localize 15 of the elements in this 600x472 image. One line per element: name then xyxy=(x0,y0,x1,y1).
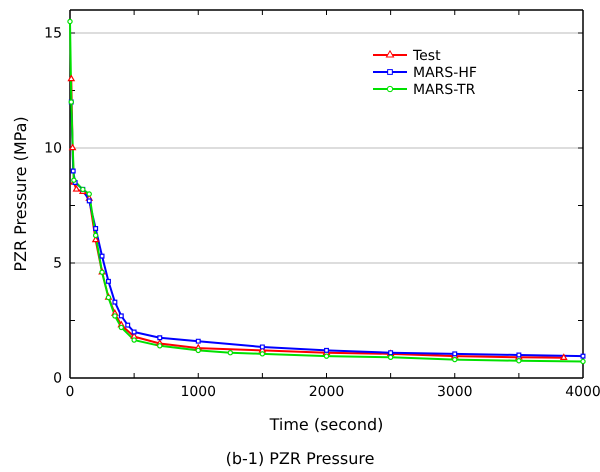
legend-label: Test xyxy=(412,48,442,64)
y-tick-label: 0 xyxy=(53,370,62,386)
y-tick-label: 15 xyxy=(44,25,62,42)
x-tick-label: 0 xyxy=(66,384,74,400)
x-tick-label: 2000 xyxy=(308,384,344,400)
legend-label: MARS-HF xyxy=(413,65,477,81)
x-tick-label: 1000 xyxy=(180,384,216,400)
x-axis-title: Time (second) xyxy=(268,415,384,434)
x-tick-label: 3000 xyxy=(436,384,473,400)
x-tick-label: 4000 xyxy=(565,384,600,400)
y-axis-title: PZR Pressure (MPa) xyxy=(11,116,30,272)
text: (b-1) PZR Pressure xyxy=(226,449,374,468)
y-tick-label: 5 xyxy=(53,255,62,272)
y-tick-label: 10 xyxy=(44,140,62,156)
legend-label: MARS-TR xyxy=(413,82,476,98)
